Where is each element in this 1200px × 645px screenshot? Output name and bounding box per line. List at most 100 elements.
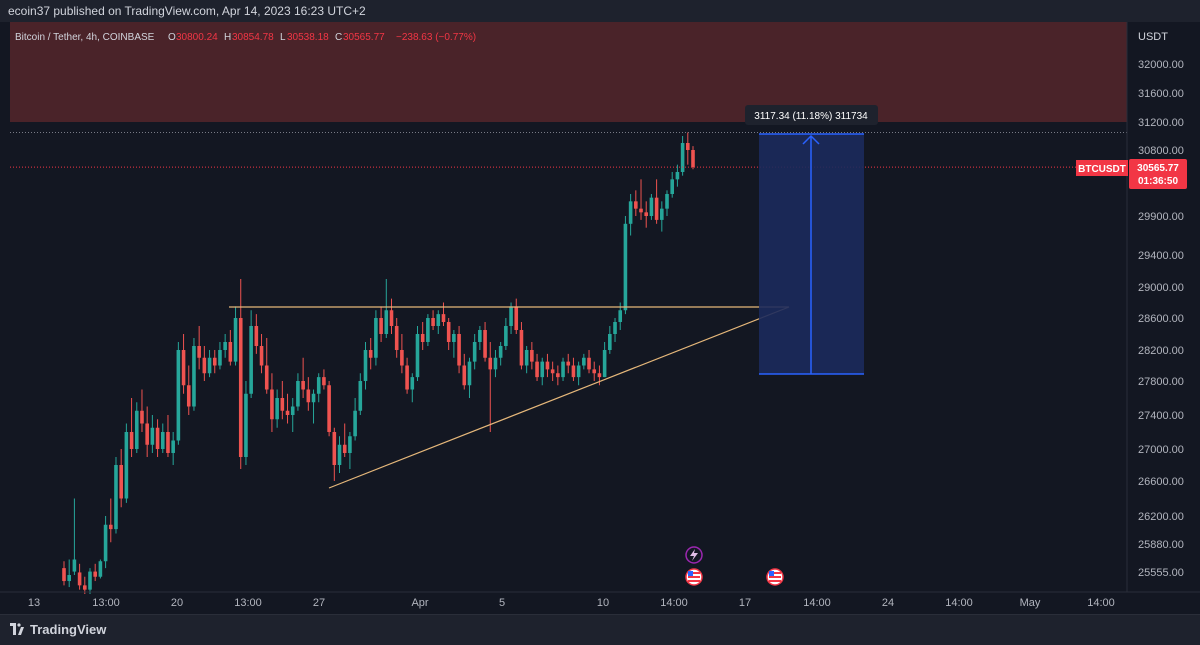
open-value: 30800.24 <box>176 32 218 43</box>
time-tick-label: 13:00 <box>92 597 120 609</box>
candle <box>108 498 113 543</box>
lightning-event-icon[interactable] <box>685 546 703 564</box>
candle-body <box>550 369 555 374</box>
candle <box>124 423 129 503</box>
candle <box>145 406 149 457</box>
candle-body <box>426 318 430 342</box>
price-tag-countdown: 01:36:50 <box>1138 176 1178 187</box>
candle <box>654 179 659 224</box>
candle <box>623 216 628 315</box>
candle <box>394 318 399 358</box>
candle <box>160 423 165 453</box>
candle <box>155 419 160 457</box>
price-tick-label: 27000.00 <box>1138 444 1184 456</box>
candle <box>431 310 435 330</box>
candle <box>202 346 207 381</box>
candle <box>670 172 675 198</box>
candle <box>353 398 357 441</box>
candle <box>680 136 685 176</box>
candle <box>436 310 441 334</box>
price-tick-label: 31200.00 <box>1138 117 1184 129</box>
candle <box>368 338 373 370</box>
candle <box>119 449 123 508</box>
candle <box>535 353 539 381</box>
candle <box>171 432 175 465</box>
candle-body <box>478 330 482 342</box>
candle-body <box>353 410 357 437</box>
triangle-support-line[interactable] <box>328 306 790 489</box>
candle <box>197 326 201 370</box>
candle <box>587 350 591 374</box>
candle-body <box>514 306 519 330</box>
candle-body <box>259 346 264 366</box>
candle <box>519 322 524 370</box>
time-tick-label: 24 <box>882 597 894 609</box>
candle <box>420 322 425 350</box>
candle-body <box>145 423 149 445</box>
candle <box>498 342 503 366</box>
price-axis-unit: USDT <box>1138 31 1168 43</box>
us-flag-event-icon[interactable] <box>685 568 703 586</box>
time-tick-label: 27 <box>313 597 325 609</box>
candle <box>290 398 295 432</box>
candle-body <box>467 361 472 386</box>
candle-body <box>576 365 581 378</box>
candle <box>566 353 571 374</box>
time-tick-label: May <box>1020 597 1041 609</box>
us-flag-event-icon[interactable] <box>766 568 784 586</box>
candle-body <box>249 326 253 394</box>
candle <box>311 389 316 424</box>
measure-arrow-head <box>802 134 820 145</box>
candle-body <box>129 432 134 449</box>
price-tick-label: 29000.00 <box>1138 282 1184 294</box>
candle-body <box>176 350 181 441</box>
price-axis[interactable] <box>1127 22 1200 592</box>
candle <box>483 322 487 362</box>
candle-body <box>556 373 560 378</box>
time-tick-label: 14:00 <box>945 597 973 609</box>
price-tag <box>1129 159 1187 189</box>
candle <box>270 373 274 432</box>
candle-body <box>218 350 222 366</box>
candle <box>613 318 617 342</box>
candle <box>545 353 550 378</box>
candle <box>691 146 695 170</box>
candle <box>452 330 456 358</box>
candle <box>134 402 139 453</box>
candle-body <box>644 212 649 216</box>
candle-body <box>238 318 243 457</box>
candle <box>93 563 97 582</box>
candle-body <box>98 561 103 577</box>
candle-body <box>368 350 373 358</box>
candle-body <box>72 559 77 572</box>
candle <box>358 373 363 415</box>
candle <box>488 342 493 432</box>
candle-body <box>290 406 295 415</box>
candle-body <box>363 350 368 381</box>
time-tick-label: 14:00 <box>803 597 831 609</box>
candle-body <box>675 172 680 180</box>
time-tick-label: 5 <box>499 597 505 609</box>
candle <box>644 201 649 228</box>
candle-body <box>634 201 638 209</box>
candle-body <box>509 306 513 326</box>
candle <box>150 415 155 453</box>
low-value: 30538.18 <box>287 32 329 43</box>
candle <box>82 576 87 594</box>
candle-body <box>420 334 425 342</box>
candle <box>186 365 191 415</box>
candle <box>259 334 264 374</box>
candle-body <box>270 389 274 420</box>
price-tick-label: 25880.00 <box>1138 539 1184 551</box>
candle-body <box>519 330 524 366</box>
publish-info: ecoin37 published on TradingView.com, Ap… <box>8 4 366 18</box>
candle <box>233 306 238 366</box>
chart-area[interactable]: 3117.34 (11.18%) 311734 Bitcoin / Tether… <box>0 22 1200 614</box>
candle <box>363 342 368 390</box>
candle <box>327 381 331 437</box>
candle <box>332 427 337 481</box>
candle <box>249 310 253 398</box>
candle-body <box>223 342 227 350</box>
candle-body <box>597 373 602 378</box>
candle-body <box>488 357 493 370</box>
